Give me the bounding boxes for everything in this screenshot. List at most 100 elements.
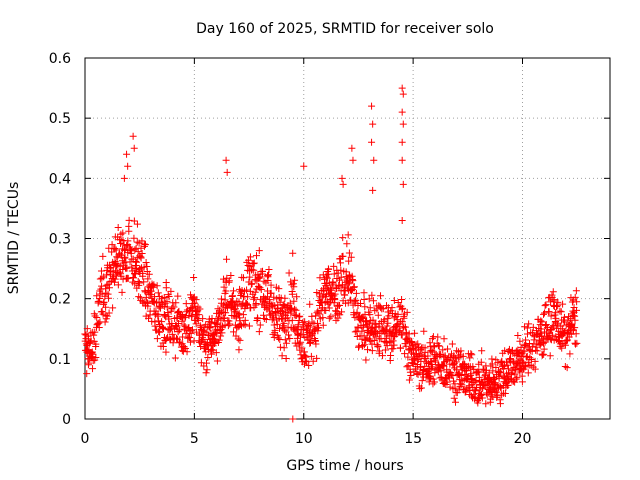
data-point — [124, 162, 132, 170]
data-point — [314, 307, 322, 315]
data-point — [313, 319, 321, 327]
data-point — [90, 331, 98, 339]
data-point — [302, 358, 310, 366]
data-point — [308, 318, 316, 326]
data-point — [248, 280, 256, 288]
chart-title: Day 160 of 2025, SRMTID for receiver sol… — [196, 21, 494, 37]
data-point — [538, 318, 546, 326]
data-point — [279, 307, 287, 315]
data-point — [338, 174, 346, 182]
data-point — [571, 293, 579, 301]
data-point — [154, 289, 162, 297]
data-point — [495, 374, 503, 382]
data-point — [398, 84, 406, 92]
data-point — [527, 356, 535, 364]
data-point — [451, 364, 459, 372]
data-point — [573, 306, 581, 314]
data-point — [417, 357, 425, 365]
data-point — [208, 315, 216, 323]
data-point — [537, 317, 545, 325]
data-point — [136, 265, 144, 273]
data-point — [145, 314, 153, 322]
data-point — [529, 323, 537, 331]
data-point — [572, 330, 580, 338]
data-point — [132, 258, 140, 266]
data-point — [140, 240, 148, 248]
data-point — [278, 352, 286, 360]
data-point — [224, 322, 232, 330]
data-point — [331, 295, 339, 303]
data-point — [364, 322, 372, 330]
data-point — [265, 266, 273, 274]
data-point — [145, 270, 153, 278]
data-point — [196, 322, 204, 330]
data-point — [462, 388, 470, 396]
data-point — [437, 367, 445, 375]
x-axis-ticks: 0 5 10 15 20 — [81, 58, 531, 447]
data-point — [497, 368, 505, 376]
data-point — [368, 347, 376, 355]
data-point — [399, 120, 407, 128]
data-point — [541, 338, 549, 346]
data-point — [180, 343, 188, 351]
data-point — [337, 273, 345, 281]
data-point — [111, 275, 119, 283]
data-point — [102, 303, 110, 311]
data-point — [504, 381, 512, 389]
data-point — [221, 296, 229, 304]
data-point — [89, 350, 97, 358]
data-point — [362, 356, 370, 364]
data-point — [130, 217, 138, 225]
data-point — [573, 339, 581, 347]
data-point — [111, 245, 119, 253]
data-point — [217, 332, 225, 340]
data-point — [345, 249, 353, 257]
data-point — [501, 389, 509, 397]
data-point — [411, 354, 419, 362]
data-point — [472, 376, 480, 384]
data-point — [249, 260, 257, 268]
data-point — [105, 294, 113, 302]
data-point — [199, 335, 207, 343]
data-point — [243, 301, 251, 309]
data-point — [105, 309, 113, 317]
data-point — [348, 144, 356, 152]
data-point — [323, 290, 331, 298]
data-point — [183, 348, 191, 356]
data-point — [540, 350, 548, 358]
data-point — [170, 303, 178, 311]
data-point — [174, 328, 182, 336]
data-point — [98, 282, 106, 290]
data-point — [517, 343, 525, 351]
data-point — [542, 321, 550, 329]
data-point — [538, 351, 546, 359]
data-point — [381, 346, 389, 354]
data-point — [251, 294, 259, 302]
data-point — [181, 323, 189, 331]
data-point — [337, 266, 345, 274]
data-point — [389, 337, 397, 345]
data-point — [389, 345, 397, 353]
data-point — [523, 353, 531, 361]
data-point — [398, 318, 406, 326]
data-point — [262, 315, 270, 323]
data-point — [309, 357, 317, 365]
data-point — [390, 341, 398, 349]
data-point — [222, 156, 230, 164]
data-point — [159, 342, 167, 350]
data-point — [339, 252, 347, 260]
data-point — [414, 340, 422, 348]
data-point — [234, 335, 242, 343]
data-point — [457, 372, 465, 380]
data-point — [420, 327, 428, 335]
data-point — [410, 360, 418, 368]
data-point — [557, 308, 565, 316]
data-point — [160, 294, 168, 302]
data-point — [334, 314, 342, 322]
data-point — [490, 373, 498, 381]
y-tick-label: 0 — [62, 412, 71, 428]
data-point — [371, 320, 379, 328]
data-point — [165, 293, 173, 301]
data-point — [456, 380, 464, 388]
data-point — [161, 312, 169, 320]
